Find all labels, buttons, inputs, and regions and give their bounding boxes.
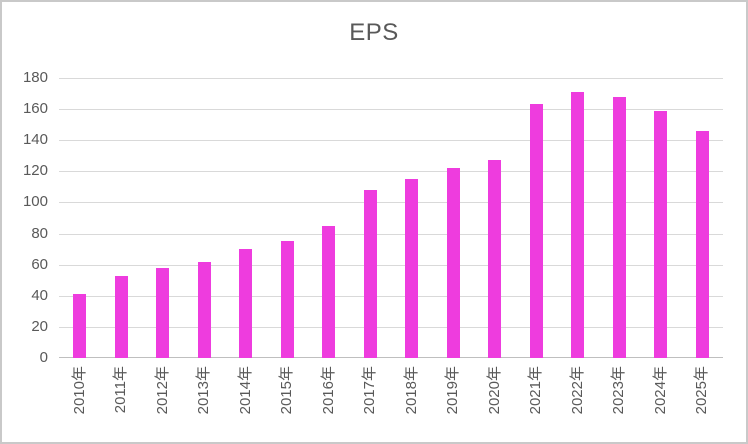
bar-2016年 <box>322 225 336 358</box>
x-tick-label: 2015年 <box>278 366 296 415</box>
bar-2012年 <box>156 267 170 358</box>
plot-area <box>59 78 723 358</box>
gridline <box>59 109 723 111</box>
bar-2020年 <box>488 160 502 358</box>
gridline <box>59 264 723 266</box>
bar-2019年 <box>446 168 460 358</box>
gridline <box>59 295 723 297</box>
bar-2015年 <box>280 241 294 358</box>
x-tick-label: 2025年 <box>693 366 711 415</box>
bar-2014年 <box>239 249 253 358</box>
bar-2024年 <box>654 110 668 358</box>
bar-2022年 <box>571 92 585 358</box>
y-tick-label: 60 <box>31 255 48 273</box>
x-tick-label: 2019年 <box>444 366 462 415</box>
y-tick-label: 140 <box>22 131 48 149</box>
gridline <box>59 140 723 142</box>
x-tick-label: 2013年 <box>195 366 213 415</box>
x-tick-label: 2010年 <box>70 366 88 415</box>
bar-2017年 <box>363 190 377 358</box>
bar-2021年 <box>529 104 543 358</box>
gridline <box>59 202 723 204</box>
y-tick-label: 40 <box>31 286 48 304</box>
x-tick-label: 2020年 <box>485 366 503 415</box>
x-axis-line <box>59 357 723 358</box>
x-tick-label: 2024年 <box>651 366 669 415</box>
x-tick-label: 2017年 <box>361 366 379 415</box>
x-tick-label: 2014年 <box>236 366 254 415</box>
bar-2013年 <box>197 261 211 358</box>
y-tick-label: 80 <box>31 224 48 242</box>
y-tick-label: 20 <box>31 317 48 335</box>
y-tick-label: 120 <box>22 162 48 180</box>
gridline <box>59 233 723 235</box>
x-tick-label: 2018年 <box>402 366 420 415</box>
bar-2025年 <box>695 130 709 358</box>
bar-2023年 <box>612 96 626 358</box>
y-tick-label: 180 <box>22 69 48 86</box>
x-tick-label: 2021年 <box>527 366 545 415</box>
gridline <box>59 326 723 328</box>
x-tick-label: 2012年 <box>153 366 171 415</box>
chart-title: EPS <box>349 19 399 46</box>
y-tick-label: 160 <box>22 100 48 118</box>
x-tick-label: 2022年 <box>568 366 586 415</box>
bar-2011年 <box>114 275 128 358</box>
x-tick-label: 2011年 <box>112 366 130 414</box>
gridline <box>59 171 723 173</box>
gridline <box>59 78 723 79</box>
bar-2010年 <box>73 294 87 358</box>
y-tick-label: 0 <box>39 349 48 366</box>
bar-2018年 <box>405 179 419 358</box>
x-tick-label: 2023年 <box>610 366 628 415</box>
y-tick-label: 100 <box>22 193 48 211</box>
x-tick-label: 2016年 <box>319 366 337 415</box>
